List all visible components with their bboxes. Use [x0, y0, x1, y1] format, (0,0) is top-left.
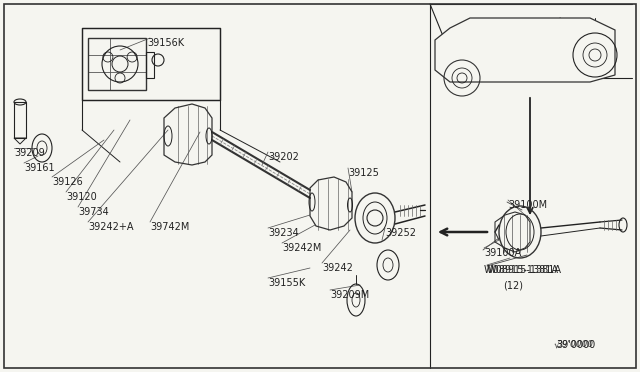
Text: W08915-1381A: W08915-1381A [484, 265, 559, 275]
Text: (12): (12) [503, 280, 523, 290]
Text: 39120: 39120 [66, 192, 97, 202]
Text: 39100A: 39100A [484, 248, 521, 258]
Text: 39'0000: 39'0000 [556, 340, 595, 350]
Text: 39100M: 39100M [508, 200, 547, 210]
Text: 39209M: 39209M [330, 290, 369, 300]
Bar [88, 38, 146, 90]
Text: 39742M: 39742M [150, 222, 189, 232]
Text: 39125: 39125 [348, 168, 379, 178]
Text: 39126: 39126 [52, 177, 83, 187]
Text: 39242M: 39242M [282, 243, 321, 253]
Text: 39155K: 39155K [268, 278, 305, 288]
Text: 39156K: 39156K [147, 38, 184, 48]
Text: √: √ [554, 340, 560, 350]
Polygon shape [435, 18, 615, 82]
Polygon shape [82, 28, 220, 100]
Text: 39234: 39234 [268, 228, 299, 238]
Text: 39734: 39734 [78, 207, 109, 217]
Bar [146, 52, 154, 78]
Text: 39202: 39202 [268, 152, 299, 162]
Bar [14, 102, 26, 138]
Text: 39242+A: 39242+A [88, 222, 134, 232]
Text: 39242: 39242 [322, 263, 353, 273]
Text: W08915-1381A: W08915-1381A [487, 265, 562, 275]
Text: 39209: 39209 [14, 148, 45, 158]
Text: 39252: 39252 [385, 228, 416, 238]
Text: 39'0000: 39'0000 [557, 340, 594, 349]
Text: 39161: 39161 [24, 163, 54, 173]
